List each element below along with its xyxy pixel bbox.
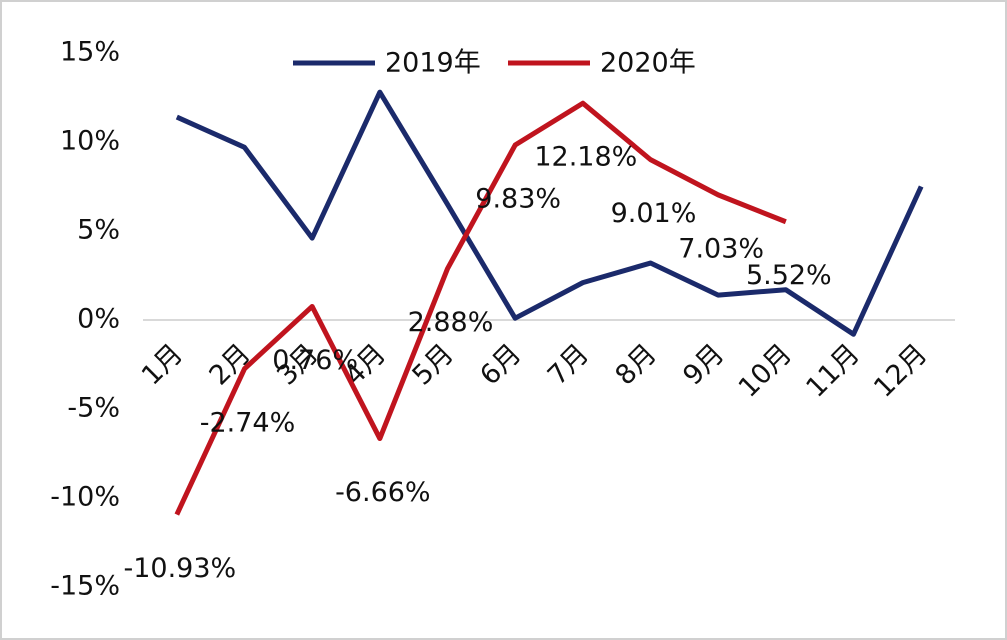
legend-label: 2020年	[600, 48, 696, 79]
data-label: -10.93%	[123, 553, 236, 584]
series-line	[175, 89, 924, 337]
data-label: 2.88%	[408, 307, 494, 338]
data-label: 7.03%	[678, 233, 764, 264]
y-tick-label: 5%	[77, 215, 120, 246]
data-label: 0.76%	[272, 345, 358, 376]
y-tick-label: -15%	[50, 571, 120, 602]
data-label: -6.66%	[335, 477, 431, 508]
y-tick-label: 0%	[77, 304, 120, 335]
y-tick-label: 15%	[60, 37, 120, 68]
data-label: 9.01%	[611, 198, 697, 229]
y-tick-label: 10%	[60, 126, 120, 157]
y-tick-label: -5%	[67, 393, 120, 424]
data-label: 9.83%	[475, 184, 561, 215]
data-label: -2.74%	[200, 407, 296, 438]
data-label: 5.52%	[746, 260, 832, 291]
legend-label: 2019年	[385, 48, 481, 79]
series-line	[174, 100, 787, 516]
y-tick-label: -10%	[50, 482, 120, 513]
data-label: 12.18%	[534, 142, 637, 173]
